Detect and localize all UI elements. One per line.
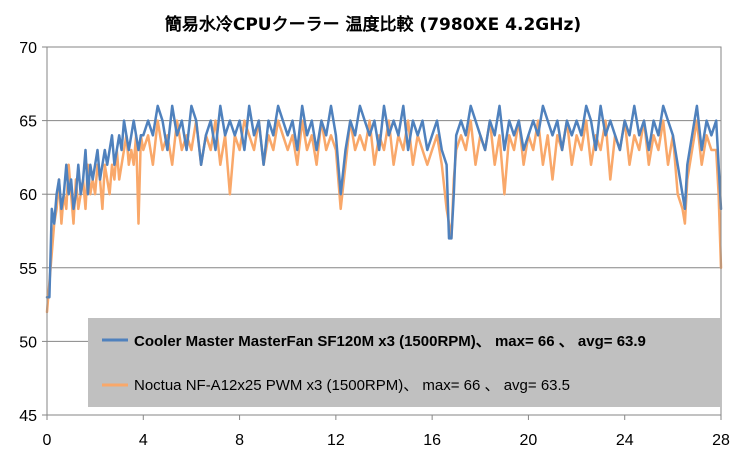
plot-border	[46, 46, 722, 416]
y-tick-label: 70	[19, 40, 37, 57]
legend-label-series-2: Noctua NF-A12x25 PWM x3 (1500RPM)、 max= …	[134, 377, 570, 394]
x-tick-label: 4	[139, 432, 148, 449]
series-line-2	[45, 119, 723, 314]
x-tick-label: 20	[520, 432, 538, 449]
chart-title: 簡易水冷CPUクーラー 温度比較 (7980XE 4.2GHz)	[164, 14, 581, 35]
y-axis-ticks: 45 50 55 60 65 70	[19, 40, 47, 425]
series-layer	[45, 104, 723, 314]
y-tick-label: 50	[19, 334, 37, 351]
legend-box	[88, 318, 721, 407]
x-tick-label: 24	[616, 432, 634, 449]
legend-label-series-1: Cooler Master MasterFan SF120M x3 (1500R…	[134, 333, 646, 350]
x-tick-label: 8	[235, 432, 244, 449]
x-tick-label: 16	[423, 432, 441, 449]
y-tick-label: 65	[19, 114, 37, 131]
x-axis-ticks: 0 4 8 12 16 20 24 28	[43, 415, 730, 449]
x-tick-label: 28	[712, 432, 730, 449]
x-tick-label: 12	[327, 432, 345, 449]
x-tick-label: 0	[43, 432, 52, 449]
series-line-1	[45, 104, 723, 299]
y-tick-label: 60	[19, 187, 37, 204]
y-tick-label: 45	[19, 408, 37, 425]
y-tick-label: 55	[19, 261, 37, 278]
